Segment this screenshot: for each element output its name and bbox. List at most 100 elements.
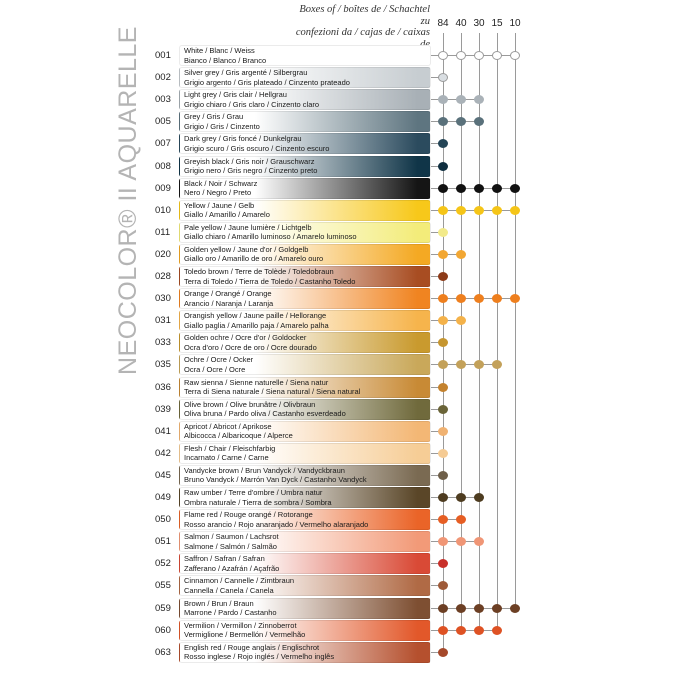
availability-dot-10 <box>510 603 520 613</box>
availability-dot-30 <box>474 360 484 370</box>
availability-dot-15 <box>492 360 502 370</box>
row-connector-line <box>431 342 443 344</box>
availability-dot-84 <box>438 448 448 458</box>
color-row: 045 Vandycke brown / Brun Vandyck / Vandy… <box>0 464 680 487</box>
color-code: 036 <box>155 381 171 393</box>
color-name: White / Blanc / Weiss Bianco / Blanco / B… <box>184 46 266 65</box>
color-name-line1: Flesh / Chair / Fleischfarbig <box>184 443 276 453</box>
color-name: Flesh / Chair / Fleischfarbig Incarnato /… <box>184 444 275 463</box>
availability-dot-40 <box>456 316 466 326</box>
color-row: 049 Raw umber / Terre d'ombre / Umbra nat… <box>0 487 680 509</box>
color-code: 042 <box>155 447 171 459</box>
color-row: 020 Golden yellow / Jaune d'or / Goldgelb… <box>0 243 680 266</box>
color-swatch-bar <box>179 310 431 332</box>
color-code: 035 <box>155 359 171 371</box>
color-name: Orangish yellow / Jaune paille / Hellora… <box>184 311 329 330</box>
availability-dot-84 <box>438 139 448 149</box>
color-name: Flame red / Rouge orangé / Rotorange Ross… <box>184 510 368 529</box>
color-name: Raw sienna / Sienne naturelle / Siena na… <box>184 378 360 397</box>
color-swatch-bar <box>179 531 431 553</box>
availability-dot-10 <box>510 51 520 60</box>
availability-dot-10 <box>510 183 520 193</box>
color-name: Vermilion / Vermillon / Zinnoberrot Vermi… <box>184 621 305 640</box>
color-swatch-bar <box>179 111 431 133</box>
row-connector-line <box>431 187 515 189</box>
row-connector-line <box>431 209 515 211</box>
color-name-line2: Grigio chiaro / Gris claro / Cinzento cl… <box>184 99 320 109</box>
color-name: Dark grey / Gris foncé / Dunkelgrau Grigi… <box>184 134 329 153</box>
color-row: 010 Yellow / Jaune / Gelb Giallo / Amarill… <box>0 199 680 222</box>
color-name-line2: Giallo paglia / Amarillo paja / Amarelo … <box>184 320 329 330</box>
color-code: 005 <box>155 116 171 128</box>
color-row: 051 Salmon / Saumon / Lachsrot Salmone / S… <box>0 531 680 553</box>
color-name-line1: Toledo brown / Terre de Tolède / Toledob… <box>184 267 334 276</box>
row-connector-line <box>431 165 443 167</box>
color-name-line1: Golden yellow / Jaune d'or / Goldgelb <box>184 244 309 254</box>
color-row: 031 Orangish yellow / Jaune paille / Hell… <box>0 310 680 332</box>
color-name-line1: Greyish black / Gris noir / Grauschwarz <box>184 156 315 166</box>
color-code: 030 <box>155 293 171 305</box>
color-name-line1: Black / Noir / Schwarz <box>184 178 258 188</box>
color-name: Apricot / Abricot / Aprikose Albicocca / … <box>184 422 293 441</box>
color-name: Black / Noir / Schwarz Nero / Negro / Pre… <box>184 179 257 198</box>
color-name-line1: Orangish yellow / Jaune paille / Hellora… <box>184 311 327 321</box>
color-name-line2: Terra di Siena naturale / Siena natural … <box>184 387 361 397</box>
color-name-line2: Nero / Negro / Preto <box>184 188 252 198</box>
color-swatch-bar <box>179 575 431 597</box>
row-connector-line <box>431 99 479 101</box>
color-swatch-bar <box>179 243 431 265</box>
color-row: 041 Apricot / Abricot / Aprikose Albicocca… <box>0 420 680 443</box>
color-name: Golden ochre / Ocre d'or / Goldocker Ocra… <box>184 333 317 352</box>
row-connector-line <box>431 452 443 454</box>
availability-dot-84 <box>438 316 448 326</box>
color-code: 028 <box>155 271 171 282</box>
availability-dot-84 <box>438 603 448 613</box>
availability-dot-84 <box>438 161 448 171</box>
availability-dot-30 <box>474 493 484 502</box>
row-connector-line <box>431 298 515 300</box>
color-name: Ochre / Ocre / Ocker Ocra / Ocre / Ocre <box>184 355 253 374</box>
color-swatch-bar <box>179 487 431 508</box>
color-swatch-bar <box>179 442 431 464</box>
availability-dot-40 <box>456 493 466 502</box>
color-name: Golden yellow / Jaune d'or / Goldgelb Gia… <box>184 245 323 264</box>
color-row: 063 English red / Rouge anglais / Englisc… <box>0 641 680 664</box>
color-swatch-bar <box>179 133 431 155</box>
row-connector-line <box>431 430 443 432</box>
availability-dot-84 <box>438 360 448 370</box>
color-code: 052 <box>155 558 171 570</box>
row-connector-line <box>431 474 443 476</box>
color-swatch-bar <box>179 177 431 199</box>
color-code: 020 <box>155 248 171 260</box>
availability-dot-30 <box>474 117 484 127</box>
color-name-line2: Ombra naturale / Tierra de sombra / Somb… <box>184 497 332 507</box>
availability-dot-40 <box>456 205 466 215</box>
row-connector-line <box>431 607 515 609</box>
color-row: 001 White / Blanc / Weiss Bianco / Blanco … <box>0 45 680 67</box>
color-row: 055 Cinnamon / Cannelle / Zimtbraun Cannel… <box>0 575 680 597</box>
color-swatch-bar <box>179 288 431 310</box>
color-name-line2: Vermiglione / Bermellón / Vermelhão <box>184 630 306 640</box>
color-name-line1: Pale yellow / Jaune lumière / Lichtgelb <box>184 222 312 232</box>
color-name-line1: Saffron / Safran / Safran <box>184 554 265 564</box>
row-connector-line <box>431 651 443 653</box>
color-row: 060 Vermilion / Vermillon / Zinnoberrot Ve… <box>0 619 680 642</box>
color-code: 045 <box>155 469 171 481</box>
color-name-line2: Terra di Toledo / Tierra de Toledo / Cas… <box>184 276 356 286</box>
color-name: Brown / Brun / Braun Marrone / Pardo / Ca… <box>184 599 277 618</box>
row-connector-line <box>431 386 443 388</box>
box-label-10: 10 <box>509 18 521 29</box>
availability-dot-84 <box>438 73 448 83</box>
availability-dot-84 <box>438 404 448 414</box>
color-name-line1: Ochre / Ocre / Ocker <box>184 355 254 365</box>
availability-dot-15 <box>492 51 502 60</box>
color-name: Salmon / Saumon / Lachsrot Salmone / Salm… <box>184 532 279 551</box>
row-connector-line <box>431 55 515 56</box>
color-row: 035 Ochre / Ocre / Ocker Ocra / Ocre / Ocr… <box>0 354 680 376</box>
box-column-line <box>461 33 462 630</box>
color-name: Olive brown / Olive brunâtre / Olivbraun… <box>184 400 346 419</box>
color-name: Vandycke brown / Brun Vandyck / Vandyckb… <box>184 466 367 485</box>
color-name-line1: Grey / Gris / Grau <box>184 112 244 122</box>
color-name: Silver grey / Gris argenté / Silbergrau G… <box>184 68 350 87</box>
color-name-line2: Grigio nero / Gris negro / Cinzento pret… <box>184 166 318 176</box>
